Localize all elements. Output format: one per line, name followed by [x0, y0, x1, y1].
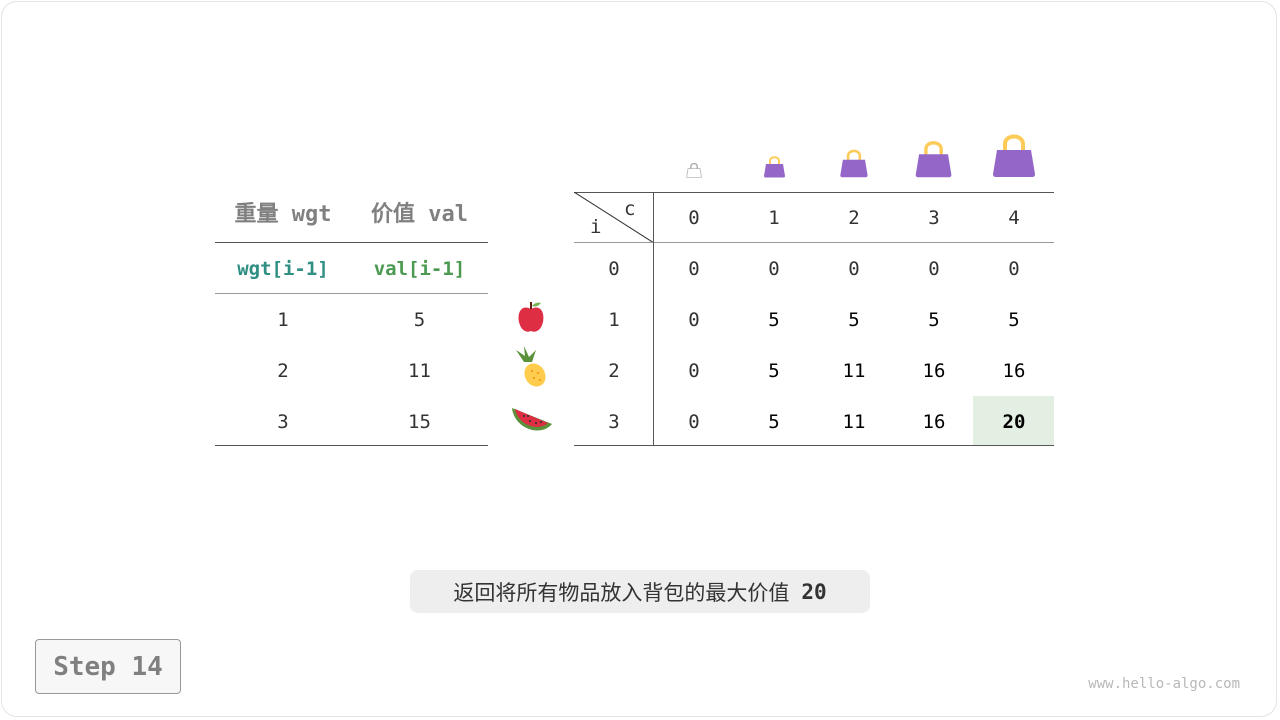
col-header: 1	[768, 206, 780, 229]
bag-icon	[763, 156, 785, 178]
row-header: 1	[608, 308, 620, 331]
dp-cell: 16	[922, 359, 946, 382]
col-header: 3	[928, 206, 940, 229]
caption-text: 返回将所有物品放入背包的最大价值	[453, 580, 790, 605]
dp-cell: 0	[688, 359, 700, 382]
dp-cell: 5	[768, 308, 780, 331]
value-cell: 5	[413, 308, 426, 331]
dp-cell: 5	[928, 308, 940, 331]
dp-cell: 11	[842, 410, 866, 433]
dp-cell: 0	[688, 308, 700, 331]
row-header: 3	[608, 410, 620, 433]
subheader-wgt: wgt[i-1]	[237, 257, 329, 280]
dp-cell: 0	[848, 257, 860, 280]
bag-icon	[916, 141, 952, 178]
dp-cell: 0	[688, 410, 700, 433]
weight-cell: 3	[277, 410, 289, 433]
dp-cell: 5	[768, 359, 780, 382]
step-button[interactable]: Step 14	[35, 639, 181, 694]
row-header: 2	[608, 359, 620, 382]
dp-cell: 0	[928, 257, 940, 280]
row-header: 0	[608, 257, 620, 280]
caption: 返回将所有物品放入背包的最大价值 20	[410, 570, 870, 613]
dp-cell: 11	[842, 359, 866, 382]
col-header: 0	[688, 206, 700, 229]
value-cell: 11	[408, 359, 431, 382]
corner-diagonal	[574, 192, 654, 243]
weight-cell: 1	[277, 308, 289, 331]
watermark: www.hello-algo.com	[1088, 676, 1240, 692]
dp-cell: 0	[768, 257, 780, 280]
value-cell: 15	[408, 410, 431, 433]
bag-icon	[840, 149, 868, 178]
caption-value: 20	[801, 579, 827, 604]
dp-cell: 0	[688, 257, 700, 280]
dp-cell: 16	[1002, 359, 1026, 382]
header-value: 价值 val	[371, 202, 468, 227]
col-header: 4	[1008, 206, 1020, 229]
dp-cell: 5	[1008, 308, 1020, 331]
dp-cell: 16	[922, 410, 946, 433]
subheader-val: val[i-1]	[373, 257, 466, 280]
dp-cell: 5	[848, 308, 860, 331]
dp-cell: 20	[1002, 410, 1026, 433]
watermelon-icon	[512, 408, 552, 431]
pineapple-icon	[516, 346, 546, 387]
bag-icon	[686, 162, 702, 178]
bag-icon	[993, 134, 1035, 177]
header-weight: 重量 wgt	[234, 202, 332, 227]
col-header: 2	[848, 206, 860, 229]
corner-c-label: c	[624, 198, 636, 220]
dp-cell: 0	[1008, 257, 1020, 280]
apple-icon	[518, 302, 544, 332]
weight-cell: 2	[277, 359, 289, 382]
corner-i-label: i	[590, 216, 602, 238]
dp-cell: 5	[768, 410, 780, 433]
highlight-cell	[973, 396, 1054, 446]
